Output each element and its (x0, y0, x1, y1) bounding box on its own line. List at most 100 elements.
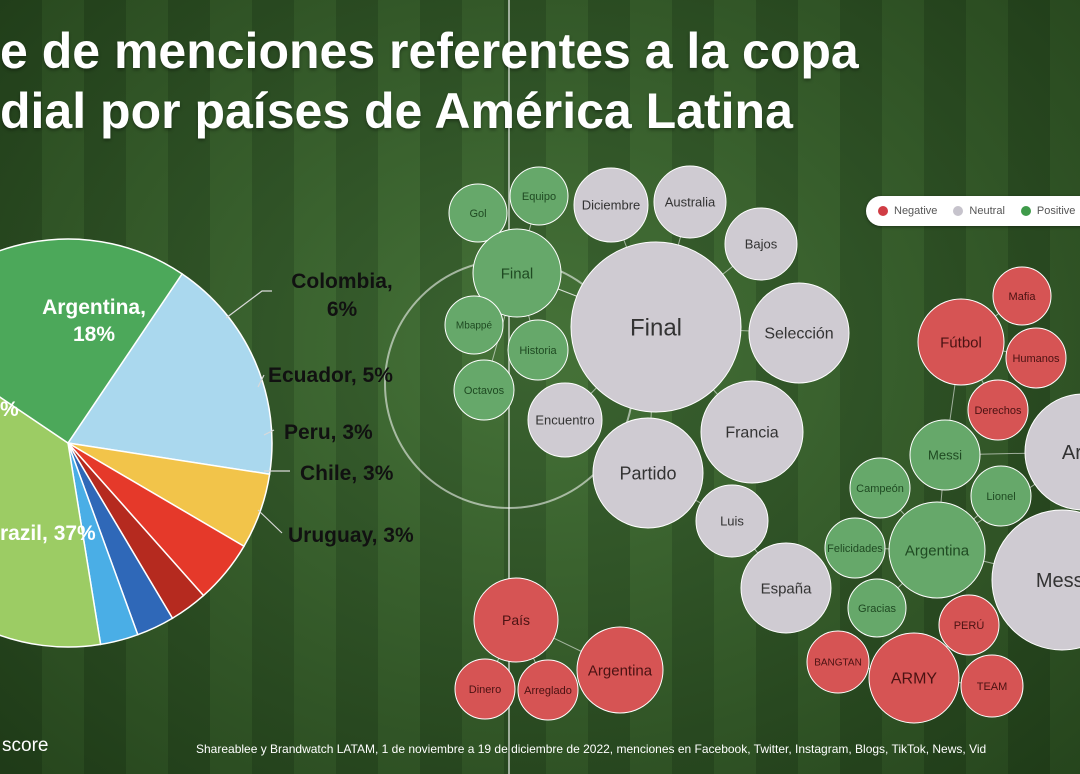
bubble-positive-lionel (970, 465, 1032, 527)
bubble-label-bajos: Bajos (745, 237, 778, 252)
bubble-label-mafia: Mafia (1009, 291, 1037, 303)
legend-item-neutral: Neutral (953, 205, 1005, 217)
bubble-positive-mbappé (444, 295, 504, 355)
pie-label-chile: Chile, 3% (300, 462, 394, 485)
bubble-positive-argentina (888, 501, 986, 599)
bubble-label-final: Final (630, 314, 682, 341)
bubble-negative-país (473, 577, 559, 663)
bubble-label-selección: Selección (764, 326, 833, 343)
pie-label-brazil: razil, 37% (0, 522, 96, 545)
bubble-label-dinero: Dinero (469, 684, 501, 696)
bubble-label-derechos: Derechos (974, 405, 1022, 417)
bubble-label-arge: Arge (1062, 442, 1080, 464)
pie-chart (0, 238, 273, 648)
pie-label-uruguay: Uruguay, 3% (288, 524, 414, 547)
bubble-negative-dinero (454, 658, 516, 720)
bubble-label-lionel: Lionel (986, 491, 1015, 503)
pie-slice-brazil (0, 396, 102, 648)
pie-slice-unlabeled (0, 238, 184, 445)
bubble-neutral-luis (695, 484, 769, 558)
bubble-positive-octavos (453, 359, 515, 421)
pie-label-partial: % (0, 398, 19, 421)
bubble-label-fútbol: Fútbol (940, 334, 982, 351)
bubble-label-españa: España (761, 580, 813, 597)
bubble-neutral-francia (700, 380, 804, 484)
bubble-label-humanos: Humanos (1012, 353, 1060, 365)
bubble-positive-equipo (509, 166, 569, 226)
bubble-neutral-partido (592, 417, 704, 529)
bubble-label-gracias: Gracias (858, 603, 896, 615)
bubble-positive-felicidades (824, 517, 886, 579)
bubble-label-perú: PERÚ (954, 619, 985, 632)
bubble-label-argentina: Argentina (905, 542, 970, 559)
bubble-label-final: Final (501, 265, 534, 282)
pie-leader-line (257, 374, 265, 388)
bubble-negative-derechos (967, 379, 1029, 441)
bubble-label-francia: Francia (725, 425, 778, 442)
bubble-negative-humanos (1005, 327, 1067, 389)
bubble-negative-perú (938, 594, 1000, 656)
bubble-label-argentina: Argentina (588, 662, 653, 679)
bubble-positive-campeón (849, 457, 911, 519)
bubble-positive-gracias (847, 578, 907, 638)
bubble-label-bangtan: BANGTAN (814, 658, 862, 669)
pie-leader-line (263, 429, 275, 436)
bubble-neutral-bajos (724, 207, 798, 281)
bubble-label-team: TEAM (977, 681, 1008, 693)
pie-label-colombia-pct: 6% (327, 298, 358, 321)
bubble-label-octavos: Octavos (464, 385, 505, 397)
bubble-neutral-arge (1024, 393, 1080, 511)
sentiment-legend: Negative Neutral Positive (866, 196, 1080, 226)
legend-label-negative: Negative (894, 205, 938, 217)
bubble-neutral-selección (748, 282, 850, 384)
pie-leader-lines (225, 290, 290, 534)
bubble-positive-historia (507, 319, 569, 381)
bubble-label-gol: Gol (469, 208, 486, 220)
bubble-label-felicidades: Felicidades (827, 543, 883, 555)
bubble-negative-fútbol (917, 298, 1005, 386)
bubble-label-partido: Partido (619, 463, 676, 483)
bubble-negative-argentina (576, 626, 664, 714)
bubble-label-messi: Messi (928, 448, 962, 463)
legend-item-negative: Negative (878, 205, 937, 217)
bubble-positive-gol (448, 183, 508, 243)
pie-slice-argentina (66, 272, 273, 476)
bubble-negative-bangtan (806, 630, 870, 694)
brand-logo-text: score (2, 735, 49, 756)
bubble-label-luis: Luis (720, 514, 744, 529)
pie-labels: Argentina, 18% Colombia, 6% Ecuador, 5% Peru,… (0, 270, 414, 547)
bubble-neutral-españa (740, 542, 832, 634)
bubble-label-arreglado: Arreglado (524, 685, 572, 697)
bubble-chart: Gol Equipo Final Mbappé Historia Octavos Dicie… (444, 165, 1080, 724)
bubble-neutral-messi (991, 509, 1080, 651)
pie-label-peru: Peru, 3% (284, 421, 373, 444)
bubble-positive-messi (909, 419, 981, 491)
legend-dot-neutral (953, 206, 964, 216)
legend-item-positive: Positive (1020, 205, 1076, 217)
bubble-label-historia: Historia (519, 345, 557, 357)
bubble-label-mbappé: Mbappé (456, 321, 493, 332)
bubble-label-australia: Australia (665, 195, 716, 210)
pie-label-ecuador: Ecuador, 5% (268, 364, 393, 387)
source-note: Shareablee y Brandwatch LATAM, 1 de novi… (196, 742, 987, 756)
bubble-label-campeón: Campeón (856, 483, 904, 495)
legend-dot-negative (878, 206, 888, 216)
title-line-1: e de menciones referentes a la copa (0, 23, 859, 79)
pie-label-colombia: Colombia, (291, 270, 393, 293)
legend-label-positive: Positive (1036, 205, 1076, 217)
pie-leader-line (225, 290, 272, 319)
bubble-label-equipo: Equipo (522, 191, 556, 203)
bubble-negative-mafia (992, 266, 1052, 326)
bubble-negative-arreglado (517, 659, 579, 721)
legend-dot-positive (1020, 206, 1031, 216)
legend-label-neutral: Neutral (969, 205, 1005, 217)
pie-label-argentina: Argentina, (42, 296, 146, 319)
title-line-2: dial por países de América Latina (0, 83, 793, 139)
bubble-negative-army (868, 632, 960, 724)
bubble-label-diciembre: Diciembre (582, 198, 641, 213)
bubble-neutral-australia (653, 165, 727, 239)
bubble-neutral-final (570, 241, 742, 413)
bubble-neutral-diciembre (573, 167, 649, 243)
